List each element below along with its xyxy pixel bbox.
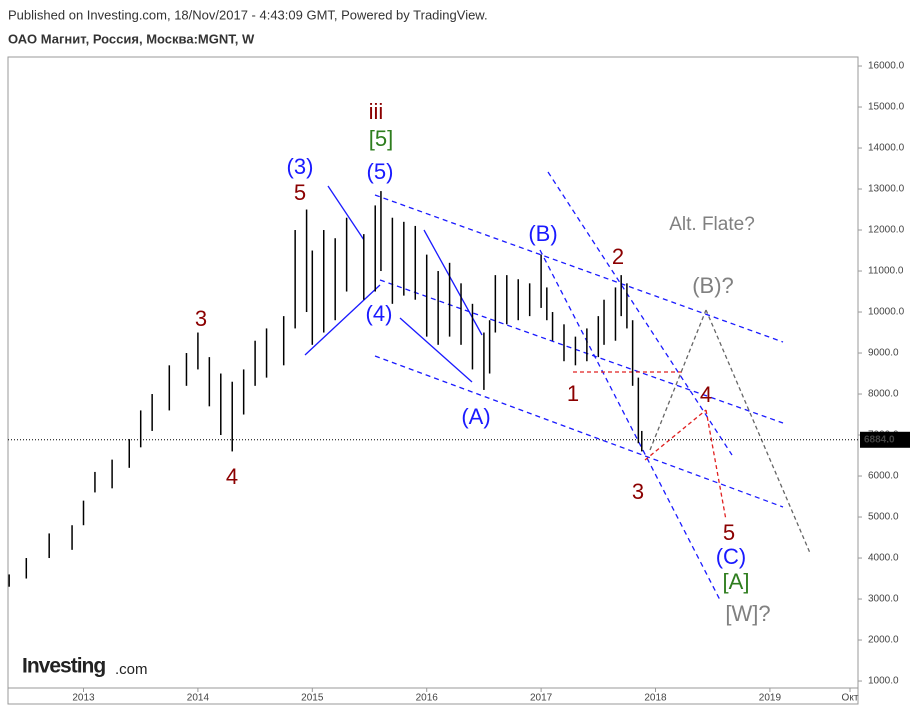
y-tick-label: 8000.0	[868, 389, 899, 400]
wave-label: (4)	[366, 301, 393, 326]
y-tick-label: 12000.0	[868, 225, 905, 236]
published-note: Published on Investing.com, 18/Nov/2017 …	[8, 7, 488, 22]
x-axis-band	[7, 687, 859, 705]
wave-label: 3	[195, 306, 207, 331]
wave-label: 5	[723, 520, 735, 545]
wave-label: (C)	[716, 544, 747, 569]
y-tick-label: 2000.0	[868, 635, 899, 646]
y-tick-label: 1000.0	[868, 676, 899, 687]
x-tick-label: 2018	[644, 693, 667, 704]
x-tick-label: 2013	[72, 693, 95, 704]
wave-label: 5	[294, 180, 306, 205]
last-price-box	[860, 431, 910, 448]
x-tick-label: Окт	[842, 693, 859, 704]
y-tick-label: 14000.0	[868, 143, 905, 154]
wave-label: [A]	[723, 569, 750, 594]
wave-label: [5]	[369, 126, 393, 151]
y-tick-label: 10000.0	[868, 307, 905, 318]
last-price-label: 6884.0	[864, 434, 895, 445]
wave-label: iii	[369, 99, 384, 124]
wave-label: 2	[612, 244, 624, 269]
wave-label: Alt. Flate?	[669, 214, 755, 235]
wave-label: 4	[226, 464, 238, 489]
symbol-title: ОАО Магнит, Россия, Москва:MGNT, W	[8, 31, 255, 46]
x-tick-label: 2014	[187, 693, 210, 704]
x-tick-label: 2019	[759, 693, 782, 704]
y-tick-label: 6000.0	[868, 471, 899, 482]
y-tick-label: 3000.0	[868, 594, 899, 605]
wave-label: 4	[700, 382, 712, 407]
logo-brand: Investing	[22, 655, 105, 678]
y-tick-label: 11000.0	[868, 266, 904, 277]
x-tick-label: 2015	[301, 693, 324, 704]
x-tick-label: 2017	[530, 693, 553, 704]
wave-label: 3	[632, 479, 644, 504]
y-tick-label: 16000.0	[868, 61, 905, 72]
y-tick-label: 9000.0	[868, 348, 899, 359]
wave-label: [W]?	[725, 601, 770, 626]
wave-label: (5)	[367, 159, 394, 184]
x-tick-label: 2016	[416, 693, 439, 704]
wave-label: (3)	[287, 154, 314, 179]
y-tick-label: 5000.0	[868, 512, 899, 523]
wave-label: 1	[567, 381, 579, 406]
wave-label: (B)?	[692, 273, 734, 298]
wave-label: (A)	[461, 404, 490, 429]
wave-lines	[304, 171, 811, 601]
y-tick-label: 15000.0	[868, 102, 905, 113]
logo-suffix: .com	[115, 661, 148, 678]
wave-label: (B)	[528, 221, 557, 246]
y-tick-label: 4000.0	[868, 553, 899, 564]
y-tick-label: 13000.0	[868, 184, 905, 195]
